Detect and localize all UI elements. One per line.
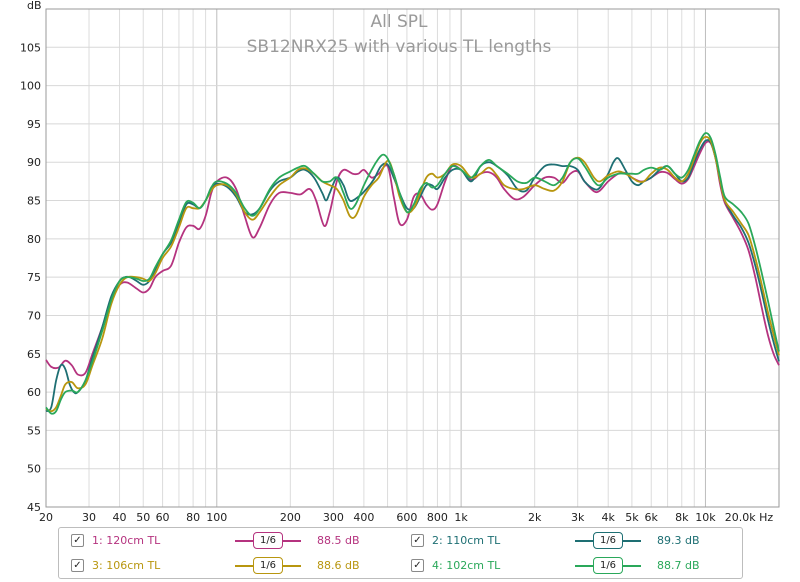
series-1-checkbox[interactable]: ✓ xyxy=(71,534,84,547)
series-2-name: 2: 110cm TL xyxy=(432,534,501,547)
plot-border xyxy=(45,8,780,508)
y-tick-label: 100 xyxy=(20,80,41,93)
legend-item: ✓ 2: 110cm TL 1/6 89.3 dB xyxy=(399,530,739,552)
y-tick-label: 50 xyxy=(27,463,41,476)
x-tick-label: 50 xyxy=(136,511,150,524)
x-tick-label: 80 xyxy=(186,511,200,524)
series-4-smoothing: 1/6 xyxy=(593,557,623,574)
x-tick-label: 400 xyxy=(353,511,374,524)
series-4-smoothing-control[interactable]: 1/6 xyxy=(575,557,641,574)
legend-row: ✓ 1: 120cm TL 1/6 88.5 dB ✓ 2: 110cm TL … xyxy=(59,530,742,552)
legend-row: ✓ 3: 106cm TL 1/6 88.6 dB ✓ 4: 102cm TL … xyxy=(59,555,742,577)
x-tick-label: 600 xyxy=(396,511,417,524)
x-tick-label: 6k xyxy=(645,511,659,524)
legend: ✓ 1: 120cm TL 1/6 88.5 dB ✓ 2: 110cm TL … xyxy=(58,527,743,579)
x-tick-label: 2k xyxy=(528,511,542,524)
y-tick-label: 80 xyxy=(27,233,41,246)
y-axis-label: dB xyxy=(27,0,42,12)
x-tick-label: 3k xyxy=(571,511,585,524)
series-3-checkbox[interactable]: ✓ xyxy=(71,559,84,572)
series-3-level: 88.6 dB xyxy=(317,559,360,572)
x-tick-label: 8k xyxy=(675,511,689,524)
x-tick-label: 300 xyxy=(323,511,344,524)
legend-item: ✓ 1: 120cm TL 1/6 88.5 dB xyxy=(59,530,399,552)
series-3-smoothing: 1/6 xyxy=(253,557,283,574)
series-1-level: 88.5 dB xyxy=(317,534,360,547)
legend-item: ✓ 3: 106cm TL 1/6 88.6 dB xyxy=(59,555,399,577)
y-tick-label: 60 xyxy=(27,386,41,399)
spl-chart: 45 50 55 60 65 70 75 80 85 90 95 100 105 20 30 40 50 60 8… xyxy=(20,0,780,524)
chart-subtitle: SB12NRX25 with various TL lengths xyxy=(247,37,552,57)
x-tick-labels: 20 30 40 50 60 80 100 200 300 400 600 800 1k 2k 3k 4k 5k… xyxy=(39,511,773,524)
y-tick-label: 75 xyxy=(27,271,41,284)
y-tick-label: 85 xyxy=(27,195,41,208)
series-2-checkbox[interactable]: ✓ xyxy=(411,534,424,547)
series-2-smoothing: 1/6 xyxy=(593,532,623,549)
x-tick-label: 30 xyxy=(82,511,96,524)
series-1-smoothing: 1/6 xyxy=(253,532,283,549)
x-tick-label: 800 xyxy=(427,511,448,524)
x-tick-label: 4k xyxy=(602,511,616,524)
x-tick-label: 1k xyxy=(454,511,468,524)
y-tick-label: 65 xyxy=(27,348,41,361)
series-3-smoothing-control[interactable]: 1/6 xyxy=(235,557,301,574)
y-tick-labels: 45 50 55 60 65 70 75 80 85 90 95 100 105 xyxy=(20,41,41,514)
x-tick-label: 20 xyxy=(39,511,53,524)
series-4-level: 88.7 dB xyxy=(657,559,700,572)
y-tick-label: 70 xyxy=(27,309,41,322)
series-line-1 xyxy=(45,140,780,377)
grid xyxy=(45,8,780,508)
x-tick-label: 40 xyxy=(113,511,127,524)
x-tick-label: 200 xyxy=(280,511,301,524)
series-2-level: 89.3 dB xyxy=(657,534,700,547)
series-3-name: 3: 106cm TL xyxy=(92,559,161,572)
x-tick-label: 60 xyxy=(156,511,170,524)
y-tick-label: 55 xyxy=(27,424,41,437)
y-tick-label: 105 xyxy=(20,41,41,54)
series-lines xyxy=(45,132,780,415)
series-4-name: 4: 102cm TL xyxy=(432,559,501,572)
x-tick-label: 10k xyxy=(695,511,716,524)
series-4-checkbox[interactable]: ✓ xyxy=(411,559,424,572)
y-tick-label: 90 xyxy=(27,156,41,169)
series-1-smoothing-control[interactable]: 1/6 xyxy=(235,532,301,549)
legend-item: ✓ 4: 102cm TL 1/6 88.7 dB xyxy=(399,555,739,577)
series-line-4 xyxy=(45,132,780,415)
chart-title: All SPL xyxy=(371,12,429,32)
y-tick-label: 45 xyxy=(27,501,41,514)
y-tick-label: 95 xyxy=(27,118,41,131)
series-line-3 xyxy=(45,135,780,413)
series-2-smoothing-control[interactable]: 1/6 xyxy=(575,532,641,549)
x-tick-label: 20.0k Hz xyxy=(725,511,774,524)
x-tick-label: 100 xyxy=(206,511,227,524)
series-1-name: 1: 120cm TL xyxy=(92,534,161,547)
x-tick-label: 5k xyxy=(625,511,639,524)
